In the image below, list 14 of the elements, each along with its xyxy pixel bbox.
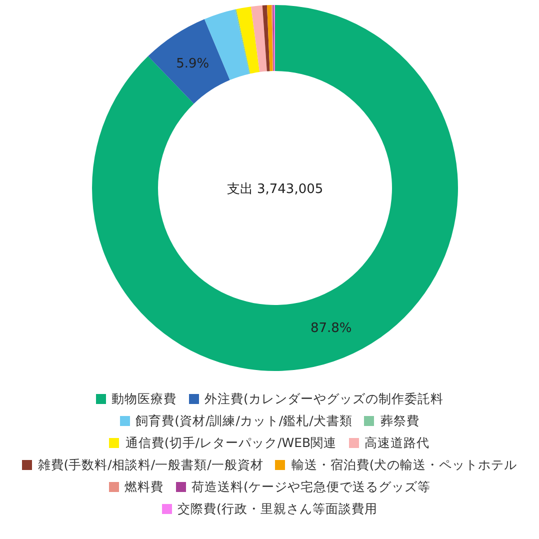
- legend-label: 燃料費: [124, 478, 164, 496]
- legend-label: 交際費(行政・里親さん等面談費用: [178, 500, 378, 518]
- legend-label: 飼育費(資材/訓練/カット/鑑札/犬書類: [136, 412, 352, 430]
- legend-label: 雑費(手数料/相談料/一般書類/一般資材: [38, 456, 264, 474]
- text: 支出 3,743,005: [226, 182, 324, 197]
- legend-label: 荷造送料(ケージや宅急便で送るグッズ等: [192, 478, 430, 496]
- data-label: 87.8%: [310, 321, 352, 336]
- legend-label: 輸送・宿泊費(犬の輸送・ペットホテル: [291, 456, 518, 474]
- legend-label: 動物医療費: [112, 390, 177, 408]
- legend-label: 高速道路代: [364, 434, 430, 452]
- legend-label: 通信費(切手/レターパック/WEB関連: [125, 434, 337, 452]
- legend-label: 葬祭費: [380, 412, 420, 430]
- data-label: 5.9%: [176, 56, 210, 72]
- legend-label: 外注費(カレンダーやグッズの制作委託料: [204, 390, 444, 408]
